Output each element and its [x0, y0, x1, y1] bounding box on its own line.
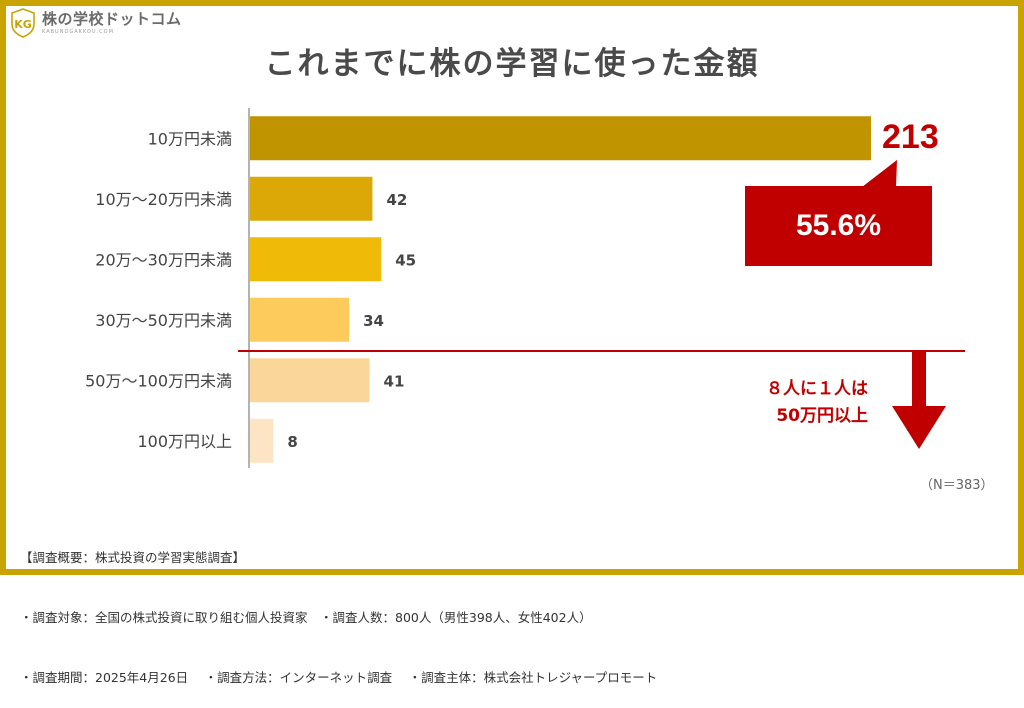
category-label-5: 50万～100万円未満: [85, 371, 232, 390]
bar-3: [250, 237, 382, 282]
brand-logo: KG 株の学校ドットコム KABUNOGAKKOU.COM: [10, 8, 182, 38]
bar-2: [250, 176, 373, 221]
threshold-note: ８人に１人は 50万円以上: [700, 376, 868, 430]
category-label-3: 20万～30万円未満: [95, 250, 232, 269]
value-label-4: 34: [363, 312, 384, 330]
category-label-2: 10万～20万円未満: [95, 190, 232, 209]
slide-frame: [0, 0, 1024, 575]
survey-period: ・調査期間：2025年4月26日 ・調査方法：インターネット調査 ・調査主体：株…: [20, 670, 658, 685]
callout-pointer: [862, 160, 897, 187]
bar-6: [250, 418, 274, 463]
survey-target: ・調査対象：全国の株式投資に取り組む個人投資家 ・調査人数：800人（男性398…: [20, 610, 592, 625]
svg-text:KG: KG: [14, 18, 32, 31]
highlight-percent-callout: 55.6%: [745, 186, 932, 266]
down-arrow-icon: [892, 352, 946, 449]
value-label-6: 8: [287, 433, 297, 451]
bar-4: [250, 297, 350, 342]
bar-1: [250, 116, 871, 161]
bar-5: [250, 358, 370, 403]
value-label-3: 45: [395, 251, 416, 269]
survey-overview: 【調査概要：株式投資の学習実態調査】 ・調査対象：全国の株式投資に取り組む個人投…: [20, 508, 657, 708]
note-line-2: 50万円以上: [776, 406, 868, 426]
category-label-4: 30万～50万円未満: [95, 311, 232, 330]
value-label-5: 41: [384, 372, 405, 390]
logo-subtitle: KABUNOGAKKOU.COM: [42, 28, 114, 35]
highlight-value: 213: [882, 118, 939, 156]
value-label-2: 42: [386, 191, 407, 209]
note-line-1: ８人に１人は: [766, 379, 868, 399]
shield-logo-icon: KG: [11, 8, 35, 38]
chart-title: これまでに株の学習に使った金額: [264, 46, 760, 82]
logo-name: 株の学校ドットコム: [42, 9, 182, 28]
survey-heading: 【調査概要：株式投資の学習実態調査】: [20, 550, 246, 565]
bar-chart: 10万円未満 10万～20万円未満 42 20万～30万円未満 45 30万～50万円未満…: [85, 108, 965, 468]
sample-size-label: （N＝383）: [920, 478, 994, 493]
category-label-6: 100万円以上: [137, 432, 232, 451]
category-label-1: 10万円未満: [148, 129, 232, 148]
highlight-percent: 55.6%: [795, 209, 882, 242]
